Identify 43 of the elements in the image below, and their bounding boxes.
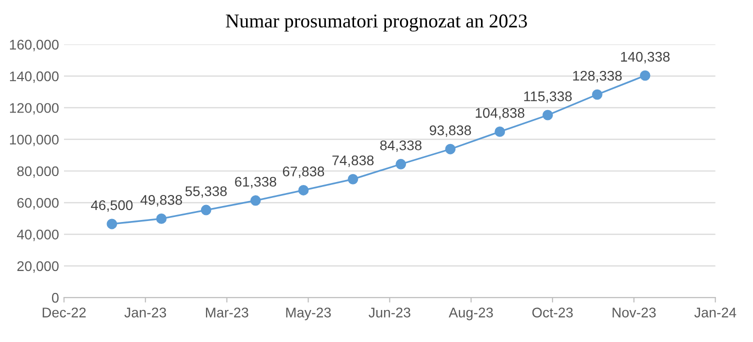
- data-label: 67,838: [282, 166, 324, 178]
- y-tick-label: 140,000: [10, 71, 59, 83]
- point: [106, 218, 118, 230]
- x-tick-label: Nov-23: [612, 308, 656, 318]
- point: [156, 214, 167, 224]
- point: [592, 89, 602, 100]
- point: [640, 70, 650, 81]
- y-tick-label: 120,000: [10, 103, 59, 115]
- data-label: 61,338: [235, 176, 276, 188]
- data-label: 140,338: [621, 52, 670, 64]
- data-label: 49,838: [140, 195, 182, 206]
- data-label: 84,338: [380, 140, 422, 152]
- x-tick-label: Jan-24: [694, 308, 736, 318]
- x-tick-label: Oct-23: [532, 308, 573, 318]
- point: [494, 126, 506, 137]
- point: [250, 195, 261, 206]
- y-tick-label: 40,000: [16, 230, 59, 242]
- y-tick-label: 160,000: [10, 40, 59, 52]
- y-tick-label: 100,000: [10, 134, 59, 146]
- x-tick-label: May-23: [286, 308, 331, 320]
- chart-title: Numar prosumatori prognozat an 2023: [226, 14, 527, 32]
- y-tick-label: 0: [52, 292, 59, 303]
- data-label: 128,338: [573, 70, 622, 82]
- point: [542, 110, 553, 120]
- point: [445, 144, 456, 154]
- data-label: 104,838: [476, 108, 524, 120]
- x-tick-label: Dec-22: [42, 308, 86, 318]
- data-label: 115,338: [524, 91, 572, 103]
- x-tick-label: Jan-23: [124, 308, 166, 318]
- point: [396, 158, 406, 170]
- y-tick-label: 80,000: [17, 166, 59, 178]
- data-label: 46,500: [90, 200, 133, 212]
- data-label: 55,338: [185, 186, 227, 198]
- y-tick-label: 20,000: [17, 261, 59, 273]
- data-label: 74,838: [332, 155, 374, 167]
- x-tick-label: Mar-23: [206, 308, 248, 318]
- point: [200, 204, 212, 216]
- y-tick-label: 60,000: [17, 198, 59, 210]
- x-tick-label: Aug-23: [448, 308, 493, 320]
- point: [298, 185, 309, 196]
- x-tick-label: Jun-23: [368, 308, 410, 318]
- data-label: 93,838: [430, 125, 471, 137]
- point: [348, 174, 358, 184]
